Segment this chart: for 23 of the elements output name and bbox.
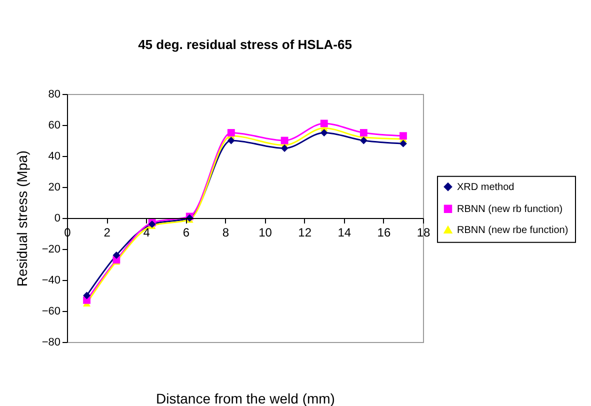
x-tick-label: 12	[298, 226, 312, 240]
y-axis-title: Residual stress (Mpa)	[14, 150, 30, 287]
y-tick-label: 80	[48, 88, 60, 100]
y-tick-label: 60	[48, 120, 60, 132]
legend-label: RBNN (new rb function)	[457, 204, 563, 215]
y-tick-label: −20	[42, 244, 60, 256]
legend-label: RBNN (new rbe function)	[457, 224, 568, 236]
y-tick-label: 20	[48, 182, 60, 194]
x-tick-label: 4	[143, 226, 150, 240]
legend-label: XRD method	[457, 182, 514, 193]
x-tick-label: 14	[338, 226, 352, 240]
y-tick-label: 40	[48, 150, 60, 162]
x-tick-label: 8	[222, 226, 230, 240]
x-tick-label: 10	[258, 226, 272, 240]
x-tick-label: 16	[377, 226, 391, 240]
x-tick-label: 2	[104, 226, 111, 240]
y-tick-label: −40	[42, 274, 60, 286]
y-tick-label: 0	[54, 212, 60, 224]
x-tick-label: 6	[182, 226, 190, 240]
y-tick-label: −60	[42, 306, 60, 318]
chart-title: 45 deg. residual stress of HSLA-65	[138, 37, 352, 52]
y-tick-label: −80	[42, 336, 60, 348]
x-tick-label: 18	[416, 226, 430, 240]
